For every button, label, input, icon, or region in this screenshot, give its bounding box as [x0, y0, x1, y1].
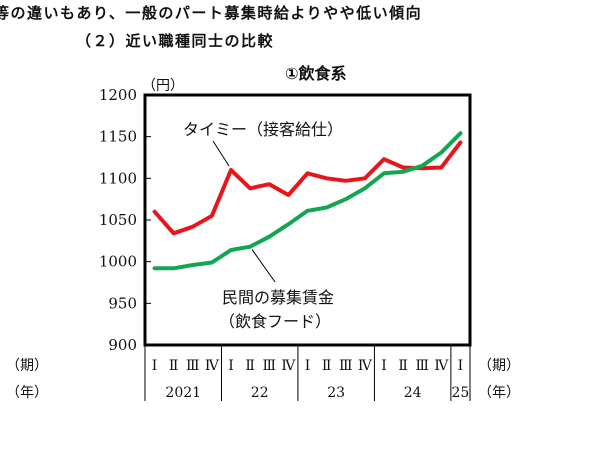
x-tick-label-quarter: Ⅳ	[205, 358, 220, 374]
y-tick-label: 1150	[99, 128, 137, 146]
x-tick-label-quarter: Ⅳ	[434, 358, 449, 374]
x-tick-label-quarter: Ⅲ	[339, 358, 353, 374]
series-lines	[152, 131, 463, 271]
year-axis-label: （年）	[478, 385, 520, 401]
y-tick-label: 1000	[99, 253, 137, 271]
y-tick-label: 1050	[99, 211, 137, 229]
y-tick-label: 1200	[99, 86, 137, 104]
annotations: タイミー（接客給仕） 民間の募集賃金 （飲食フード）	[183, 120, 343, 331]
leader-line-timee	[212, 140, 230, 167]
y-axis: 900 950 1000 1050 1100 1150 1200	[99, 86, 151, 354]
series-line-timee	[152, 140, 463, 236]
x-tick-label-quarter: Ⅰ	[381, 358, 387, 374]
x-tick-label-quarter: Ⅲ	[186, 358, 200, 374]
x-tick-label-quarter: Ⅳ	[358, 358, 373, 374]
x-tick-label-quarter: Ⅱ	[245, 358, 255, 374]
series-label-private-wage-line1: 民間の募集賃金	[222, 288, 334, 307]
y-tick-label: 900	[108, 336, 137, 354]
x-tick-label-year: 24	[404, 385, 422, 401]
x-tick-label-quarter: Ⅰ	[152, 358, 158, 374]
period-axis-label: （期）	[6, 358, 48, 374]
y-axis-unit: （円）	[142, 78, 184, 94]
x-tick-label-year: 25	[452, 385, 470, 401]
x-tick-label-quarter: Ⅰ	[458, 358, 464, 374]
plot-frame	[143, 93, 472, 347]
chart-title: ①飲食系	[285, 64, 347, 83]
year-axis-label: （年）	[6, 385, 48, 401]
leader-line-private-wage	[251, 249, 276, 283]
x-tick-label-quarter: Ⅱ	[398, 358, 408, 374]
x-tick-label-quarter: Ⅱ	[322, 358, 332, 374]
series-label-private-wage-line2: （飲食フード）	[219, 312, 331, 331]
x-tick-label-quarter: Ⅰ	[305, 358, 311, 374]
x-tick-label-year: 22	[251, 385, 269, 401]
section-heading: （２）近い職種同士の比較	[76, 32, 275, 50]
x-tick-label-quarter: Ⅳ	[281, 358, 296, 374]
y-tick-label: 1100	[99, 169, 137, 187]
x-tick-label-quarter: Ⅰ	[228, 358, 234, 374]
period-axis-label: （期）	[478, 358, 520, 374]
header-line-1: 等の違いもあり、一般のパート募集時給よりやや低い傾向	[0, 4, 423, 22]
x-tick-label-quarter: Ⅲ	[415, 358, 429, 374]
x-tick-label-year: 23	[327, 385, 345, 401]
x-tick-label-quarter: Ⅱ	[169, 358, 179, 374]
y-tick-label: 950	[108, 294, 137, 312]
series-label-timee: タイミー（接客給仕）	[183, 120, 343, 139]
series-line-private-wage	[152, 131, 463, 271]
x-tick-label-year: 2021	[165, 385, 201, 401]
x-tick-label-quarter: Ⅲ	[263, 358, 277, 374]
